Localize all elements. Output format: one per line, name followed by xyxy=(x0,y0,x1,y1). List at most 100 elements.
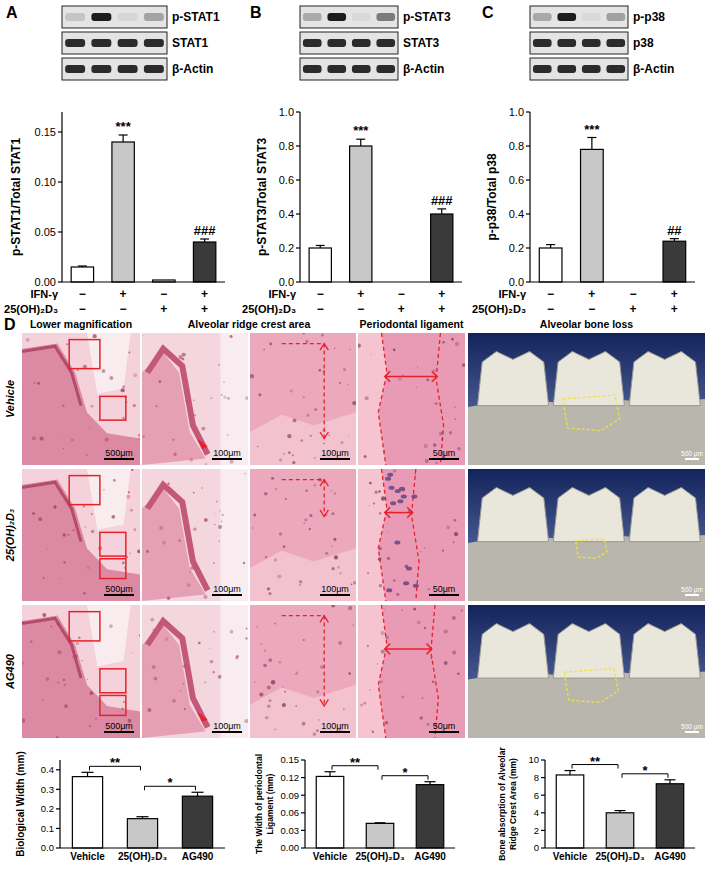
texture xyxy=(310,435,312,437)
scale-bar-label: 500μm xyxy=(105,584,133,594)
texture xyxy=(109,376,113,380)
texture xyxy=(205,463,207,465)
x-tick-label: AG490 xyxy=(414,851,446,862)
texture xyxy=(142,335,143,336)
blot-row xyxy=(300,32,398,54)
scale-bar-label: 500 μm xyxy=(681,450,703,458)
texture xyxy=(367,572,369,574)
texture xyxy=(86,454,88,456)
bone xyxy=(250,548,356,601)
texture xyxy=(333,538,336,541)
error-bar xyxy=(200,239,209,242)
comparison-label: ** xyxy=(110,755,121,770)
y-tick xyxy=(541,812,545,813)
texture xyxy=(275,729,276,730)
texture xyxy=(178,539,181,542)
texture xyxy=(129,352,131,354)
dashed-line xyxy=(324,480,325,517)
texture xyxy=(42,613,46,617)
blot-band xyxy=(144,65,164,73)
texture xyxy=(230,335,233,338)
texture xyxy=(193,399,195,401)
error-bar xyxy=(191,792,203,796)
texture xyxy=(102,369,106,373)
treatment-sign: − xyxy=(317,302,324,316)
texture xyxy=(204,518,208,522)
texture xyxy=(285,498,287,500)
histology-image xyxy=(250,333,356,465)
y-tick xyxy=(58,131,62,132)
texture xyxy=(221,521,222,522)
y-tick xyxy=(296,145,300,146)
texture xyxy=(278,661,281,664)
texture xyxy=(91,530,95,534)
tissue-bg xyxy=(142,469,248,601)
blot-band xyxy=(65,39,85,47)
dashed-line xyxy=(324,616,325,707)
figure: 0.000.050.100.15p-STAT1/Total STAT1***##… xyxy=(0,0,709,871)
texture xyxy=(34,382,36,384)
y-tick xyxy=(296,213,300,214)
texture xyxy=(64,704,68,708)
texture xyxy=(413,607,416,610)
blot-band xyxy=(606,65,625,73)
texture xyxy=(282,703,286,707)
cell-nucleus xyxy=(397,499,403,503)
texture xyxy=(309,514,312,517)
bar xyxy=(112,142,134,282)
texture xyxy=(223,382,225,384)
y-tick xyxy=(526,281,530,282)
y-tick-label: 0.3 xyxy=(41,784,54,795)
x-tick-label: 25(OH)₂D₃ xyxy=(595,851,644,862)
texture xyxy=(63,448,64,449)
error-cap xyxy=(546,244,555,245)
y-tick-label: 0.8 xyxy=(279,140,294,152)
texture xyxy=(58,437,59,438)
y-tick-label: 0.6 xyxy=(279,174,294,186)
y-axis-label: p-p38/Total p38 xyxy=(485,153,499,240)
x-axis-line xyxy=(60,847,225,848)
texture xyxy=(213,631,215,633)
treatment-name: IFN-γ xyxy=(499,288,527,300)
texture xyxy=(58,650,62,654)
tooth xyxy=(220,605,248,738)
texture xyxy=(328,435,330,437)
error-line xyxy=(87,772,88,776)
error-bar xyxy=(325,772,336,777)
y-axis-line xyxy=(61,112,62,282)
scale-bar xyxy=(212,458,242,460)
x-axis-line xyxy=(62,281,225,282)
texture xyxy=(454,519,457,522)
arrow-line xyxy=(385,648,432,650)
texture xyxy=(449,431,452,434)
texture xyxy=(150,618,154,622)
dashed-line xyxy=(324,344,325,439)
texture xyxy=(213,671,215,673)
treatment-sign: + xyxy=(671,302,678,316)
texture xyxy=(180,634,182,636)
texture xyxy=(146,550,149,553)
comparison-label: * xyxy=(642,763,648,778)
texture xyxy=(421,697,423,699)
arrow-head xyxy=(432,371,437,382)
texture xyxy=(369,505,370,506)
dashed-line xyxy=(282,479,324,480)
texture xyxy=(290,389,293,392)
y-tick xyxy=(526,145,530,146)
texture xyxy=(419,716,423,720)
texture xyxy=(182,353,186,357)
texture xyxy=(401,696,404,699)
arrow-head xyxy=(320,616,328,623)
y-tick-label: 0.15 xyxy=(35,126,56,138)
treatment-sign: − xyxy=(160,287,167,301)
tooth xyxy=(87,469,131,530)
error-bar xyxy=(425,782,436,785)
y-tick-label: 6 xyxy=(534,790,539,801)
bar xyxy=(127,819,157,848)
tissue-bg xyxy=(358,333,465,465)
texture xyxy=(42,699,44,701)
error-line xyxy=(329,772,330,777)
treatment-sign: − xyxy=(547,287,554,301)
tooth xyxy=(220,333,248,465)
treatment-sign: − xyxy=(317,287,324,301)
